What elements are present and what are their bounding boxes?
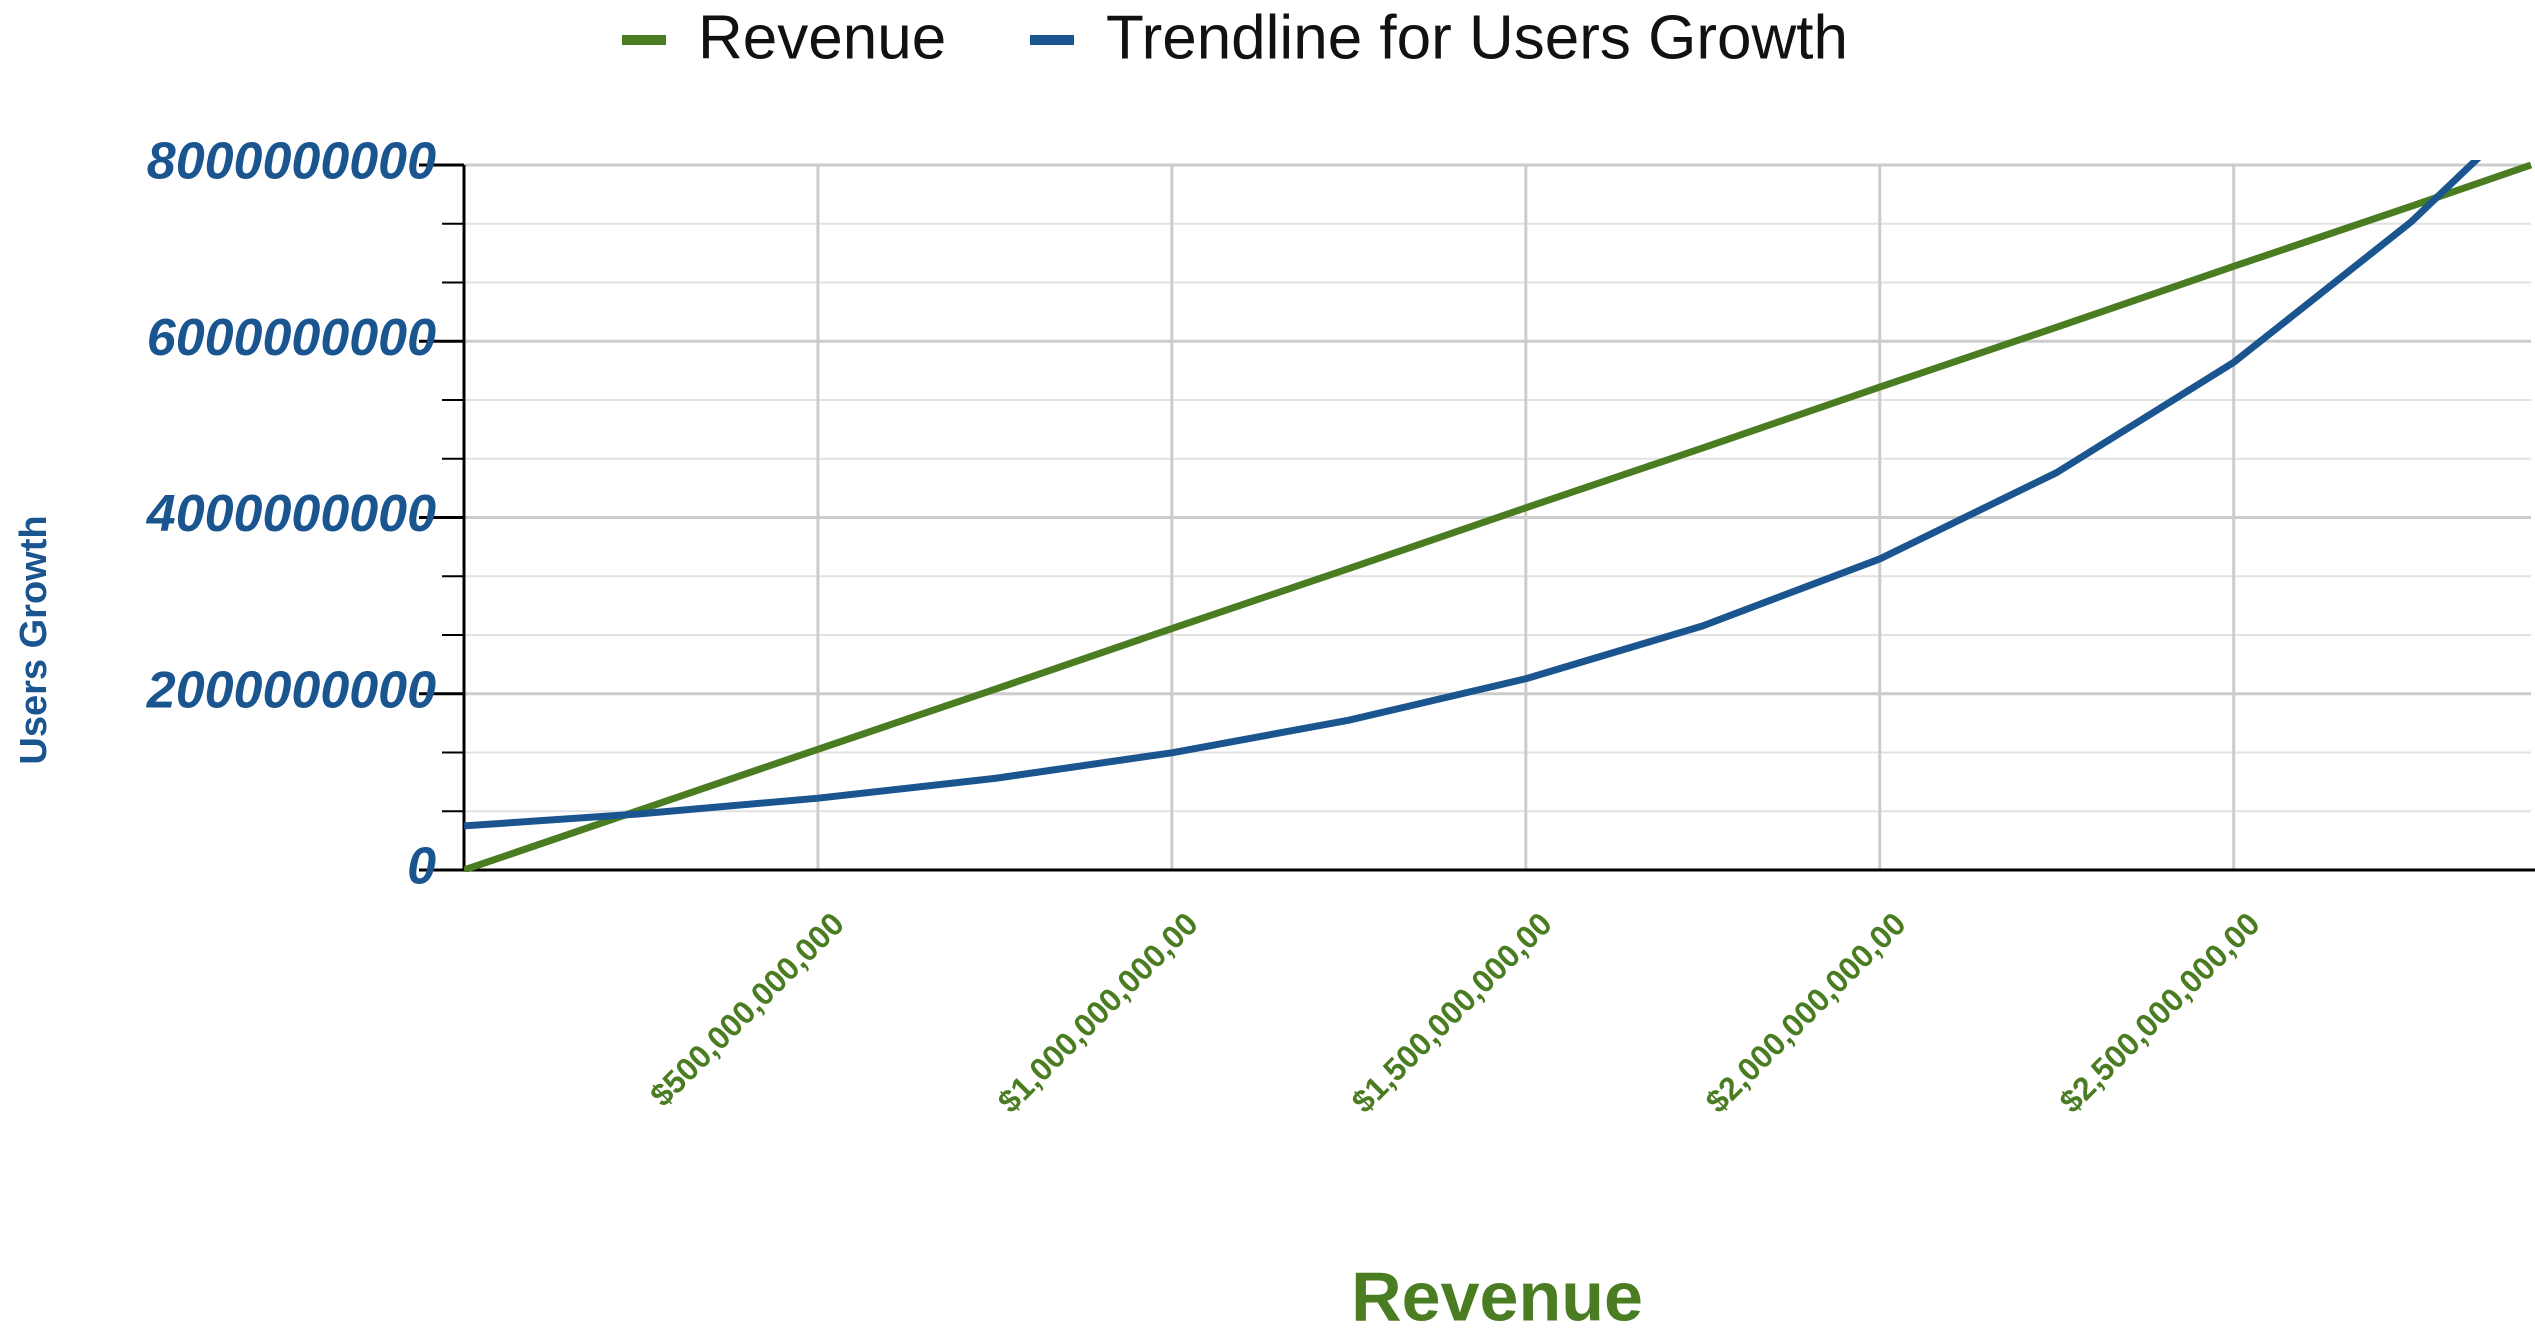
y-axis-title: Users Growth — [13, 515, 55, 764]
legend-label: Revenue — [698, 3, 946, 72]
y-tick-label: 8000000000 — [147, 133, 436, 191]
y-tick-label: 4000000000 — [146, 485, 436, 543]
y-tick-label: 2000000000 — [146, 661, 436, 719]
x-tick-label: $2,000,000,000,00 — [1698, 905, 1912, 1119]
y-tick-label: 6000000000 — [147, 309, 436, 367]
x-axis-title: Revenue — [1351, 1257, 1643, 1335]
x-tick-label: $1,000,000,000,00 — [991, 905, 1205, 1119]
x-tick-label: $1,500,000,000,00 — [1345, 905, 1559, 1119]
plot-area — [464, 160, 2533, 872]
line-series — [464, 160, 2482, 830]
legend-label: Trendline for Users Growth — [1106, 3, 1848, 72]
x-tick-label: $500,000,000,000 — [643, 905, 851, 1113]
x-tick-label: $2,500,000,000,00 — [2052, 905, 2266, 1119]
y-tick-label: 0 — [407, 838, 436, 896]
line-series — [464, 161, 2533, 872]
